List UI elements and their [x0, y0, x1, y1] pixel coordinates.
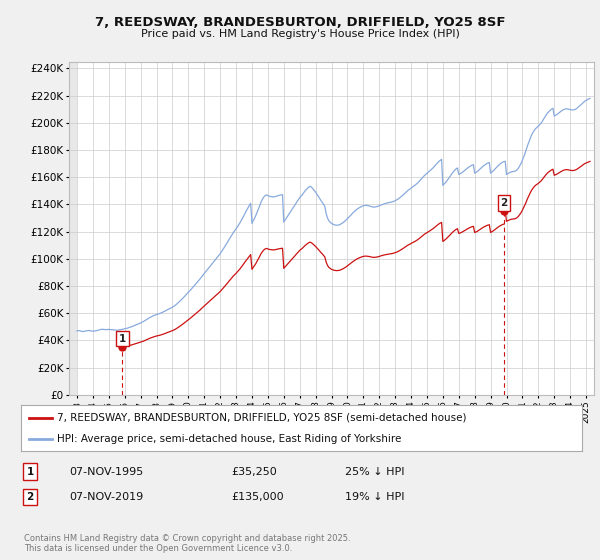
Text: 7, REEDSWAY, BRANDESBURTON, DRIFFIELD, YO25 8SF: 7, REEDSWAY, BRANDESBURTON, DRIFFIELD, Y… [95, 16, 505, 29]
Text: 1: 1 [26, 466, 34, 477]
Text: 7, REEDSWAY, BRANDESBURTON, DRIFFIELD, YO25 8SF (semi-detached house): 7, REEDSWAY, BRANDESBURTON, DRIFFIELD, Y… [58, 413, 467, 423]
Text: 2: 2 [500, 198, 508, 208]
Text: Contains HM Land Registry data © Crown copyright and database right 2025.
This d: Contains HM Land Registry data © Crown c… [24, 534, 350, 553]
Text: 2: 2 [26, 492, 34, 502]
Text: 25% ↓ HPI: 25% ↓ HPI [345, 466, 404, 477]
Text: £135,000: £135,000 [231, 492, 284, 502]
Text: Price paid vs. HM Land Registry's House Price Index (HPI): Price paid vs. HM Land Registry's House … [140, 29, 460, 39]
Text: 07-NOV-1995: 07-NOV-1995 [69, 466, 143, 477]
Text: 19% ↓ HPI: 19% ↓ HPI [345, 492, 404, 502]
Text: 07-NOV-2019: 07-NOV-2019 [69, 492, 143, 502]
Text: £35,250: £35,250 [231, 466, 277, 477]
Text: HPI: Average price, semi-detached house, East Riding of Yorkshire: HPI: Average price, semi-detached house,… [58, 435, 402, 444]
Bar [69, 62, 77, 395]
Text: 1: 1 [119, 334, 126, 344]
